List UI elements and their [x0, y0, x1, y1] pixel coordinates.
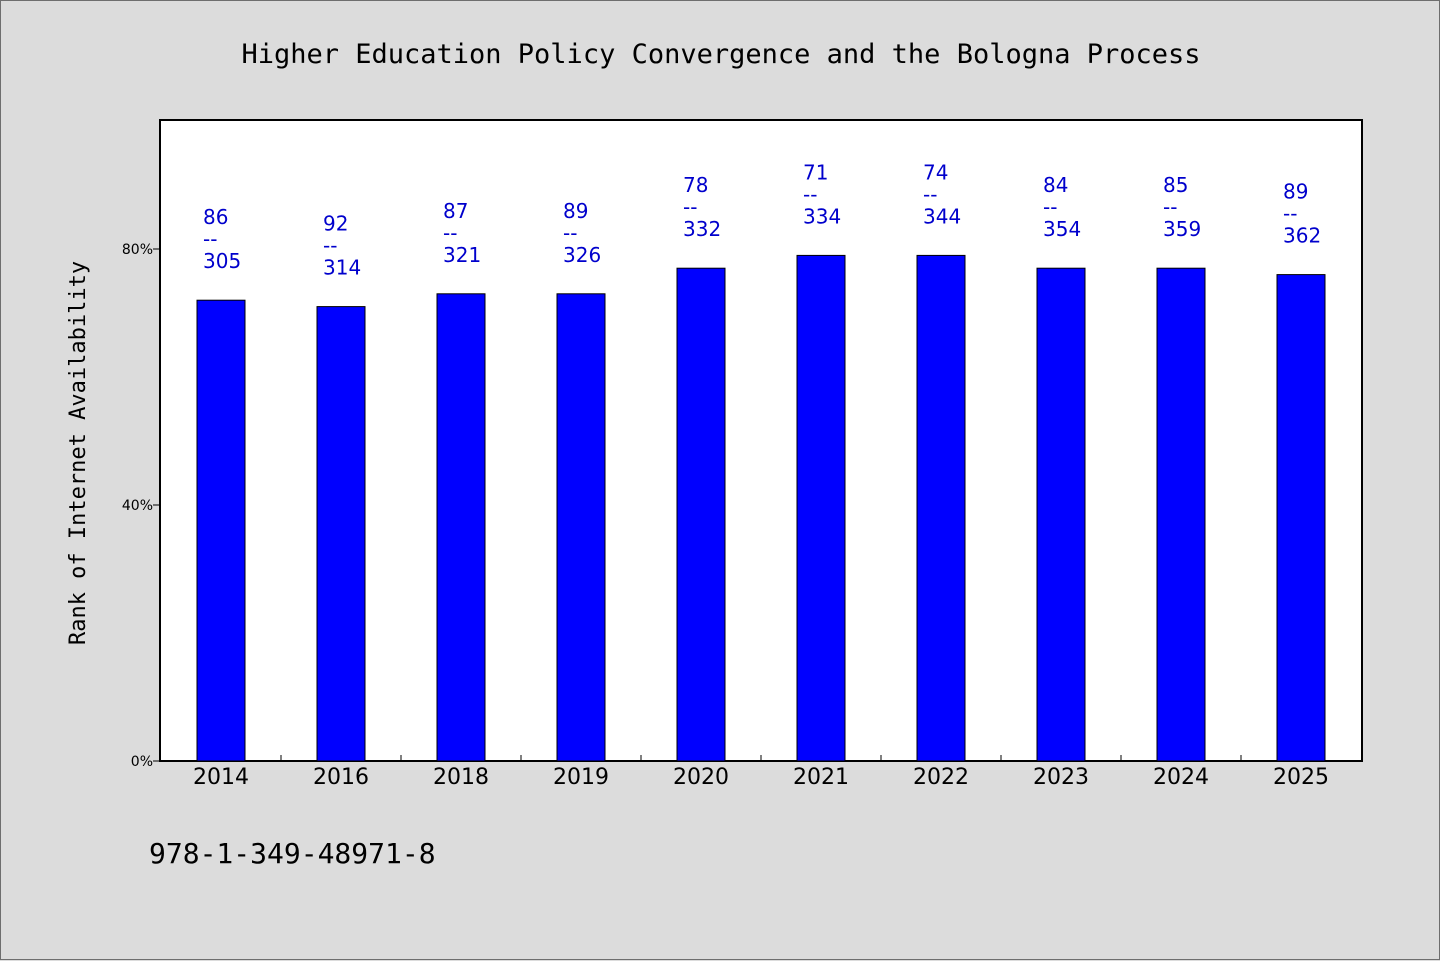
x-tick-label-2024: 2024 [1153, 765, 1209, 790]
data-label-2016-1: -- [323, 234, 337, 258]
data-label-2025-1: -- [1283, 202, 1297, 226]
x-tick-label-2025: 2025 [1273, 765, 1329, 790]
data-label-2016-0: 92 [323, 212, 348, 236]
y-axis-title: Rank of Internet Availability [66, 261, 91, 645]
data-label-2018-0: 87 [443, 199, 468, 223]
data-label-2025-0: 89 [1283, 180, 1308, 204]
x-tick-label-2014: 2014 [193, 765, 249, 790]
bar-2025 [1276, 274, 1326, 762]
data-label-2018-1: -- [443, 221, 457, 245]
data-label-2020-0: 78 [683, 173, 708, 197]
bar-2018 [436, 293, 486, 762]
data-label-2014-1: -- [203, 227, 217, 251]
data-label-2024-2: 359 [1163, 217, 1201, 241]
data-label-2020-2: 332 [683, 217, 721, 241]
x-tick-label-2020: 2020 [673, 765, 729, 790]
data-label-2019-2: 326 [563, 243, 601, 267]
bar-2020 [676, 267, 726, 762]
x-tick-label-2016: 2016 [313, 765, 369, 790]
y-axis: 0% 40% 80% [122, 242, 161, 770]
bar-2014 [196, 299, 246, 762]
data-label-2014-2: 305 [203, 249, 241, 273]
data-label-2021-2: 334 [803, 204, 841, 228]
data-label-2022-1: -- [923, 182, 937, 206]
y-tick-label-2: 80% [122, 242, 153, 258]
bar-2024 [1156, 267, 1206, 762]
bar-2022 [916, 254, 966, 762]
data-label-2024-0: 85 [1163, 173, 1188, 197]
data-label-2025-2: 362 [1283, 224, 1321, 248]
y-tick-label-0: 0% [131, 754, 153, 770]
bar-2016 [316, 306, 366, 762]
x-axis: 2014 2016 2018 2019 2020 2021 2022 2023 2024 2025 [193, 755, 1329, 790]
bar-2023 [1036, 267, 1086, 762]
bar-2019 [556, 293, 606, 762]
bars-group [196, 254, 1326, 762]
data-label-2022-2: 344 [923, 204, 961, 228]
data-label-2024-1: -- [1163, 195, 1177, 219]
data-label-2019-0: 89 [563, 199, 588, 223]
bar-2021 [796, 254, 846, 762]
data-label-2019-1: -- [563, 221, 577, 245]
data-label-2022-0: 74 [923, 160, 948, 184]
data-label-2016-2: 314 [323, 256, 361, 280]
data-label-2021-0: 71 [803, 160, 828, 184]
chart-title: Higher Education Policy Convergence and … [241, 39, 1200, 70]
data-label-2020-1: -- [683, 195, 697, 219]
x-tick-label-2019: 2019 [553, 765, 609, 790]
x-tick-label-2021: 2021 [793, 765, 849, 790]
data-labels-group: 86--30592--31487--32189--32678--33271--3… [203, 160, 1321, 279]
data-label-2023-1: -- [1043, 195, 1057, 219]
x-tick-label-2023: 2023 [1033, 765, 1089, 790]
data-label-2014-0: 86 [203, 205, 228, 229]
data-label-2021-1: -- [803, 182, 817, 206]
data-label-2023-0: 84 [1043, 173, 1068, 197]
x-tick-label-2022: 2022 [913, 765, 969, 790]
data-label-2023-2: 354 [1043, 217, 1081, 241]
x-tick-label-2018: 2018 [433, 765, 489, 790]
data-label-2018-2: 321 [443, 243, 481, 267]
y-tick-label-1: 40% [122, 498, 153, 514]
isbn-footer: 978-1-349-48971-8 [149, 837, 436, 870]
